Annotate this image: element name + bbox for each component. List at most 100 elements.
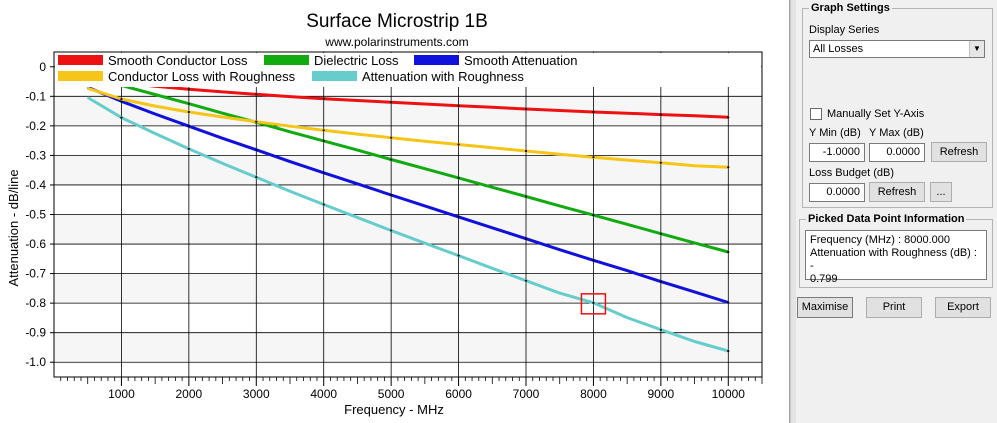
x-tick-label: 4000: [310, 387, 337, 401]
data-point: [457, 143, 460, 146]
ymax-field[interactable]: 0.0000: [869, 143, 925, 162]
x-tick-label: 1000: [108, 387, 135, 401]
y-tick-label: -0.3: [25, 148, 46, 162]
grid-band: [54, 273, 762, 304]
y-tick-label: -1.0: [25, 355, 46, 369]
data-point: [120, 100, 123, 103]
data-point: [187, 102, 190, 105]
graph-settings-title: Graph Settings: [809, 2, 892, 15]
legend-label: Dielectric Loss: [314, 53, 399, 68]
graph-settings-group: Graph Settings Display Series All Losses…: [802, 2, 993, 208]
x-tick-label: 9000: [648, 387, 675, 401]
data-point: [390, 193, 393, 197]
data-point: [592, 259, 595, 262]
loss-budget-browse-button[interactable]: ...: [930, 182, 952, 202]
data-point: [727, 250, 730, 254]
data-point: [659, 328, 662, 331]
x-tick-label: 10000: [712, 387, 746, 401]
x-tick-label: 6000: [445, 387, 472, 401]
y-tick-label: -0.2: [25, 119, 46, 133]
ymin-field[interactable]: -1.0000: [809, 143, 865, 162]
data-point: [120, 116, 123, 119]
data-point: [187, 110, 190, 114]
data-point: [659, 232, 662, 235]
y-axis-refresh-button[interactable]: Refresh: [931, 142, 987, 162]
manual-y-axis-label: Manually Set Y-Axis: [827, 108, 925, 120]
loss-budget-label: Loss Budget (dB): [809, 167, 894, 179]
data-point: [727, 349, 730, 353]
data-point: [457, 215, 460, 218]
data-point: [322, 171, 325, 174]
data-point: [390, 229, 393, 232]
y-tick-label: -0.6: [25, 237, 46, 251]
manual-y-axis-checkbox[interactable]: [810, 108, 822, 120]
maximise-button[interactable]: Maximise: [797, 297, 853, 318]
legend-swatch: [58, 55, 103, 65]
data-point: [390, 158, 393, 161]
loss-budget-field[interactable]: 0.0000: [809, 183, 865, 202]
ymin-label: Y Min (dB): [809, 127, 861, 139]
x-tick-label: 3000: [243, 387, 270, 401]
chevron-down-icon[interactable]: ▼: [969, 41, 984, 57]
data-point: [727, 301, 730, 304]
y-tick-label: -0.4: [25, 178, 46, 192]
data-point: [322, 129, 325, 132]
data-point: [592, 301, 595, 304]
grid-band: [54, 96, 762, 126]
data-point: [659, 161, 662, 164]
data-point: [592, 156, 595, 159]
legend-swatch: [58, 71, 103, 81]
data-point: [390, 136, 393, 139]
ymax-label: Y Max (dB): [869, 127, 924, 139]
data-point: [322, 139, 325, 143]
data-point: [255, 93, 258, 96]
data-point: [592, 110, 595, 114]
y-tick-label: -0.9: [25, 326, 46, 340]
y-tick-label: -0.1: [25, 89, 46, 103]
display-series-value: All Losses: [813, 43, 864, 55]
picked-point-marker: [580, 293, 607, 315]
legend-swatch: [264, 55, 309, 65]
display-series-label: Display Series: [809, 24, 880, 36]
plot-frame: [53, 51, 763, 378]
data-point: [255, 120, 258, 123]
data-point: [457, 254, 460, 257]
data-point: [727, 116, 730, 119]
data-point: [457, 176, 460, 179]
data-point: [187, 147, 190, 151]
legend-label: Conductor Loss with Roughness: [108, 69, 296, 84]
series-line: [86, 96, 729, 353]
loss-budget-refresh-button[interactable]: Refresh: [869, 182, 925, 202]
legend-label: Smooth Attenuation: [464, 53, 577, 68]
export-button[interactable]: Export: [935, 297, 991, 318]
x-tick-label: 8000: [580, 387, 607, 401]
series-line: [87, 86, 729, 169]
data-point: [524, 279, 528, 282]
data-point: [322, 97, 325, 100]
data-point: [322, 203, 325, 206]
chart-title: Surface Microstrip 1B: [306, 11, 488, 32]
x-tick-label: 7000: [513, 387, 540, 401]
print-button[interactable]: Print: [866, 297, 922, 318]
data-point: [255, 176, 258, 179]
data-point: [457, 104, 460, 107]
series-line: [87, 74, 729, 254]
x-tick-label: 5000: [378, 387, 405, 401]
y-tick-label: -0.8: [25, 296, 46, 310]
display-series-select[interactable]: All Losses ▼: [809, 40, 985, 58]
grid-band: [54, 155, 762, 185]
y-tick-label: -0.7: [25, 267, 46, 281]
y-tick-label: 0: [39, 60, 46, 74]
scroll-strip: [790, 0, 796, 423]
data-point: [255, 148, 258, 151]
grid-band: [54, 214, 762, 245]
right-panel: Graph Settings Display Series All Losses…: [796, 0, 997, 423]
chart-panel: Surface Microstrip 1B www.polarinstrumen…: [0, 0, 790, 423]
picked-data-info: Frequency (MHz) : 8000.000 Attenuation w…: [805, 230, 987, 285]
legend-label: Attenuation with Roughness: [362, 69, 524, 84]
data-point: [727, 166, 730, 169]
series-line: [87, 76, 729, 119]
attenuation-chart: Surface Microstrip 1B www.polarinstrumen…: [6, 11, 763, 417]
y-axis-label: Attenuation - dB/line: [6, 169, 21, 286]
legend-background: [55, 53, 761, 87]
